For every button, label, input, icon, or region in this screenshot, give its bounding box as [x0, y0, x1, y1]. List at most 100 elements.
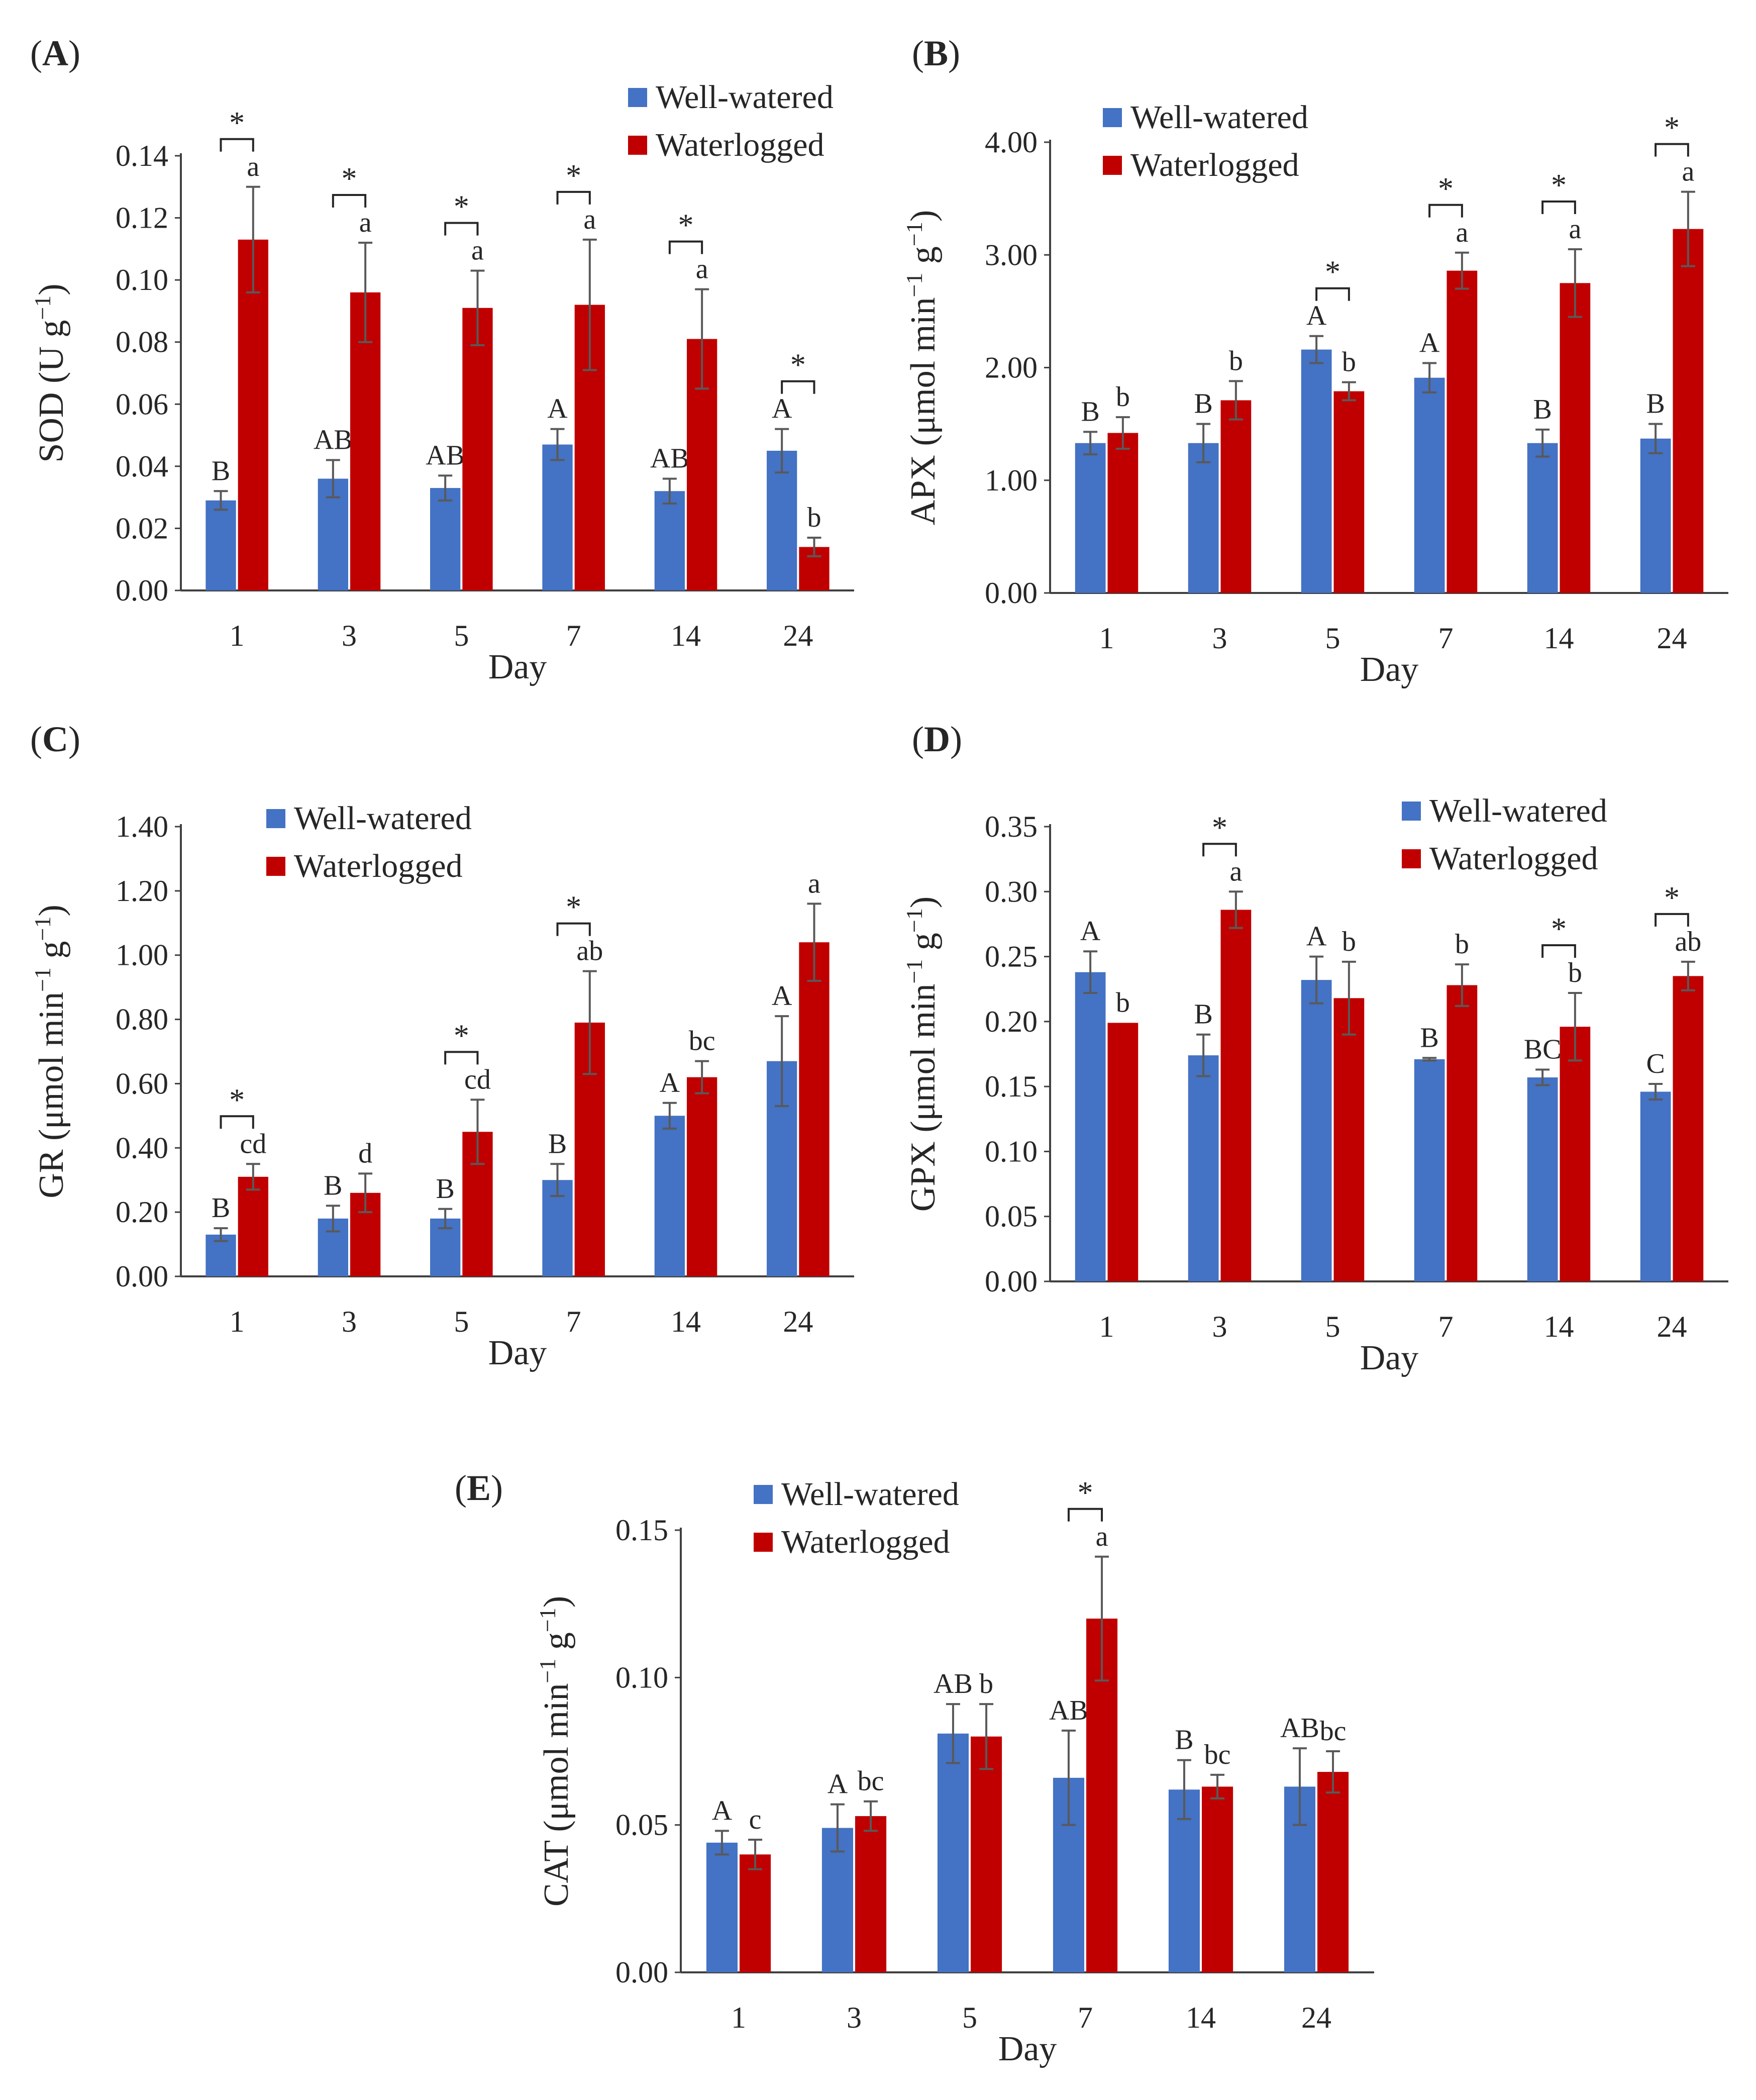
bar-well-watered-day-24	[767, 450, 797, 590]
significance-star: *	[454, 190, 469, 224]
x-tick-label: 1	[1099, 1310, 1114, 1343]
significance-letter: A	[772, 393, 792, 425]
significance-star: *	[566, 890, 581, 925]
significance-letter: B	[1194, 999, 1212, 1030]
significance-letter: b	[1342, 926, 1356, 957]
significance-letter: AB	[1280, 1713, 1319, 1744]
significance-letter: A	[828, 1769, 848, 1800]
bar-waterlogged-day-7	[1447, 270, 1478, 593]
x-tick-label: 3	[342, 1305, 357, 1338]
panel-label: (E)	[455, 1468, 503, 1508]
y-tick-label: 0.00	[615, 1956, 668, 1989]
x-axis-label: Day	[488, 1334, 547, 1372]
legend-label-well-watered: Well-watered	[1429, 792, 1607, 829]
significance-bracket	[1541, 201, 1576, 215]
y-tick-label: 0.80	[116, 1003, 168, 1036]
y-tick-label: 0.05	[985, 1200, 1038, 1233]
y-tick-label: 0.15	[615, 1514, 668, 1547]
significance-star: *	[1551, 168, 1567, 203]
panel-label: (D)	[912, 719, 962, 759]
bar-well-watered-day-1	[205, 500, 236, 590]
significance-letter: AB	[650, 443, 689, 474]
legend-swatch-well-watered	[754, 1485, 773, 1504]
y-tick-label: 0.10	[985, 1135, 1038, 1168]
legend-swatch-waterlogged	[1103, 156, 1122, 175]
x-tick-label: 7	[1438, 622, 1454, 655]
significance-star: *	[1325, 255, 1340, 289]
y-tick-label: 0.25	[985, 940, 1038, 973]
significance-letter: B	[548, 1128, 567, 1159]
significance-bracket	[444, 222, 479, 236]
x-tick-label: 7	[1438, 1310, 1454, 1343]
significance-star: *	[229, 106, 245, 140]
significance-letter: C	[1646, 1048, 1665, 1079]
significance-letter: B	[212, 1192, 230, 1224]
significance-letter: A	[1080, 916, 1101, 947]
significance-bracket	[556, 922, 591, 936]
y-tick-label: 0.35	[985, 810, 1038, 843]
bar-waterlogged-day-1	[1107, 433, 1139, 593]
y-tick-label: 0.14	[116, 139, 168, 172]
y-tick-label: 1.40	[116, 810, 168, 843]
y-tick-label: 0.00	[116, 574, 168, 607]
legend-label-well-watered: Well-watered	[781, 1476, 959, 1513]
bar-waterlogged-day-5	[462, 308, 493, 590]
y-tick-label: 1.20	[116, 874, 168, 908]
significance-letter: b	[807, 502, 821, 533]
significance-letter: B	[1194, 388, 1212, 420]
y-tick-label: 0.00	[985, 576, 1038, 610]
significance-letter: a	[696, 254, 708, 285]
x-tick-label: 1	[230, 619, 245, 652]
x-tick-label: 1	[230, 1305, 245, 1338]
significance-letter: B	[436, 1173, 455, 1205]
significance-letter: a	[247, 151, 259, 182]
x-axis-label: Day	[1360, 1339, 1419, 1377]
bar-well-watered-day-3	[1188, 1055, 1219, 1281]
bar-waterlogged-day-5	[1333, 391, 1365, 593]
significance-letter: b	[1116, 381, 1130, 413]
significance-letter: c	[749, 1804, 762, 1835]
y-tick-label: 0.60	[116, 1067, 168, 1100]
significance-letter: bc	[1320, 1716, 1347, 1747]
bar-waterlogged-day-14	[1560, 1027, 1591, 1281]
significance-bracket	[444, 1051, 479, 1065]
bar-well-watered-day-5	[430, 488, 461, 590]
x-axis-label: Day	[998, 2030, 1057, 2068]
significance-star: *	[342, 162, 357, 196]
panel-a: (A) 0.00 0.02 0.04 0.06 0.08 0.10 0.12 0.14 SOD (…	[30, 33, 854, 686]
significance-letter: a	[1682, 156, 1694, 187]
significance-star: *	[1438, 172, 1454, 206]
significance-bracket	[220, 1115, 254, 1129]
x-tick-label: 14	[671, 1305, 701, 1338]
y-axis-label: GR (μmol min−1 g−1)	[30, 905, 71, 1198]
bar-well-watered-day-1	[1075, 443, 1106, 593]
significance-letter: cd	[464, 1064, 491, 1095]
significance-letter: B	[1646, 388, 1665, 420]
y-tick-label: 0.40	[116, 1131, 168, 1164]
legend-label-well-watered: Well-watered	[656, 79, 834, 116]
bar-waterlogged-day-3	[1220, 400, 1252, 593]
significance-letter: A	[1419, 328, 1440, 359]
significance-bracket	[1428, 204, 1463, 218]
x-tick-label: 14	[1186, 2001, 1216, 2034]
significance-letter: AB	[934, 1668, 973, 1699]
x-tick-label: 5	[454, 619, 469, 652]
x-tick-label: 3	[1212, 1310, 1227, 1343]
significance-letter: B	[324, 1170, 342, 1201]
x-tick-label: 3	[342, 619, 357, 652]
y-tick-label: 2.00	[985, 351, 1038, 384]
significance-letter: a	[359, 207, 372, 238]
x-axis-label: Day	[488, 648, 547, 686]
significance-letter: A	[1306, 921, 1327, 952]
significance-letter: B	[1533, 394, 1552, 425]
legend-label-waterlogged: Waterlogged	[656, 127, 824, 163]
bar-waterlogged-day-14	[1560, 283, 1591, 593]
y-axis-label: GPX (μmol min−1 g−1)	[901, 896, 943, 1212]
legend-label-waterlogged: Waterlogged	[1130, 147, 1299, 183]
bar-well-watered-day-1	[706, 1842, 738, 1972]
significance-letter: a	[471, 235, 484, 266]
significance-star: *	[1664, 111, 1680, 145]
significance-letter: BC	[1524, 1034, 1562, 1065]
bar-well-watered-day-7	[1414, 1059, 1445, 1281]
y-tick-label: 4.00	[985, 126, 1038, 159]
